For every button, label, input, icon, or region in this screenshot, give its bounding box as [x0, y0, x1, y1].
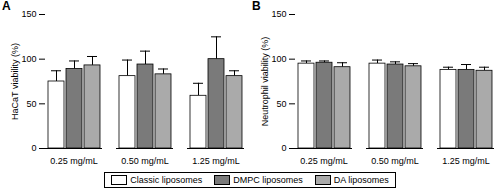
svg-text:1.25 mg/mL: 1.25 mg/mL	[192, 156, 240, 166]
svg-text:0.50 mg/mL: 0.50 mg/mL	[121, 156, 169, 166]
html-text:B: B	[252, 0, 261, 13]
svg-text:50: 50	[276, 99, 286, 109]
svg-text:0: 0	[281, 143, 286, 153]
html-text:DMPC liposomes: DMPC liposomes	[233, 175, 303, 185]
html-text:A: A	[2, 0, 11, 13]
svg-text:0: 0	[31, 143, 36, 153]
svg-text:0.50 mg/mL: 0.50 mg/mL	[371, 156, 419, 166]
svg-text:0.25 mg/mL: 0.25 mg/mL	[50, 156, 98, 166]
svg-text:100: 100	[21, 54, 36, 64]
svg-text:HaCaT viability (%): HaCaT viability (%)	[10, 43, 20, 120]
svg-text:150: 150	[21, 9, 36, 19]
html-text:Classic liposomes: Classic liposomes	[130, 175, 203, 185]
svg-text:1.25 mg/mL: 1.25 mg/mL	[442, 156, 490, 166]
svg-text:0.25 mg/mL: 0.25 mg/mL	[300, 156, 348, 166]
svg-text:100: 100	[271, 54, 286, 64]
svg-text:Neutrophil viability (%): Neutrophil viability (%)	[260, 37, 270, 127]
svg-text:150: 150	[271, 9, 286, 19]
svg-text:50: 50	[26, 99, 36, 109]
html-text:DA liposomes: DA liposomes	[333, 175, 389, 185]
